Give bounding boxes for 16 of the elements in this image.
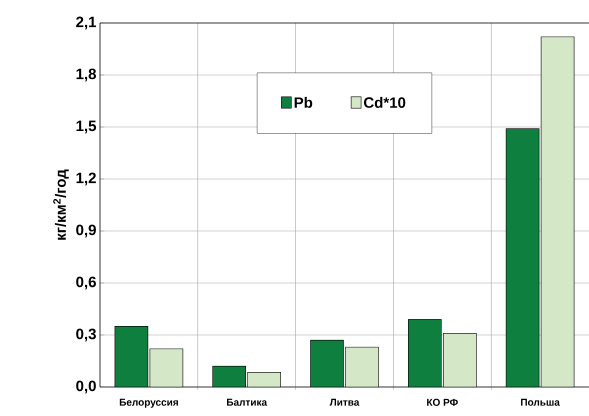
y-tick-label: 1,8 <box>76 68 96 82</box>
legend-label: Cd*10 <box>364 96 406 108</box>
y-tick-label: 0,6 <box>76 276 96 290</box>
x-tick-label: КО РФ <box>427 398 458 406</box>
legend-label: Pb <box>294 96 312 108</box>
y-tick-label: 1,2 <box>76 172 96 186</box>
y-tick-label: 0,3 <box>76 328 96 342</box>
x-tick-label: Белоруссия <box>120 398 178 408</box>
x-tick-label: Балтика <box>227 398 268 406</box>
y-axis-title: кг/км$^{2}$/год <box>53 169 69 240</box>
x-tick-label: Литва <box>330 398 360 406</box>
x-tick-label: Польша <box>521 398 560 406</box>
y-tick-label: 0,0 <box>76 380 96 394</box>
y-tick-label: 2,1 <box>76 16 96 30</box>
y-tick-label: 1,5 <box>76 120 96 134</box>
y-tick-label: 0,9 <box>76 224 96 238</box>
